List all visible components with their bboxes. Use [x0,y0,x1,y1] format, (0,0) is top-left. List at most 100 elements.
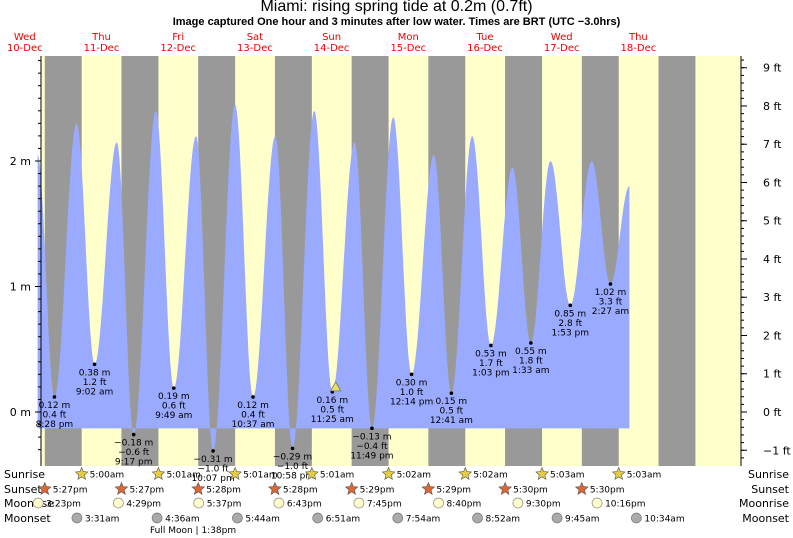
right-tick-label: 3 ft [763,291,782,304]
chart-title: Miami: rising spring tide at 0.2m (0.7ft… [260,0,533,15]
low-tide-label: 0.38 m [79,368,111,378]
low-tide-label: −1.0 ft [197,464,229,474]
sunset-icon [574,481,589,495]
low-tide-label: 0.12 m [39,401,71,411]
row-time-label: 5:29pm [436,486,471,496]
low-tide-label: −0.4 ft [356,442,388,452]
day-name-label: Thu [91,32,111,43]
low-tide-dot [171,386,176,390]
low-tide-dot [489,343,493,348]
low-tide-dot [92,362,97,367]
low-tide-label: 1.02 m [595,288,627,298]
right-tick-label: 8 ft [763,100,782,113]
low-tide-dot [449,391,454,395]
day-name-label: Tue [475,32,493,43]
sunset-icon [191,481,206,495]
low-tide-label: 12:41 am [430,416,473,426]
row-time-label: 6:43pm [287,500,322,510]
row-label-right: Moonrise [739,497,789,510]
row-time-label: 8:52am [486,515,520,525]
row-time-label: 5:00am [90,471,125,481]
low-tide-label: 0.16 m [316,396,348,406]
low-tide-label: 10:37 am [231,420,274,430]
row-time-label: 10:34am [644,515,684,525]
low-tide-dot [251,395,255,399]
row-time-label: 4:29pm [126,500,161,510]
row-time-label: 4:36am [165,515,200,525]
right-tick-label: 4 ft [763,253,782,266]
row-time-label: 5:27pm [129,486,164,496]
day-name-label: Thu [628,32,648,43]
moonset-icon [392,512,404,524]
row-time-label: 5:28pm [283,486,318,496]
low-tide-label: 12:14 pm [390,397,433,407]
row-time-label: 7:54am [406,515,441,525]
row-time-label: 8:40pm [447,500,482,510]
left-tick-label: 2 m [10,155,31,168]
low-tide-label: 2:27 am [592,307,629,317]
row-time-label: 9:30pm [526,500,561,510]
moonrise-icon [512,497,524,509]
low-tide-label: 11:49 pm [350,451,393,461]
moonrise-icon [353,497,365,509]
low-tide-dot [290,446,295,451]
low-tide-label: −0.6 ft [118,448,150,458]
low-tide-label: 8:28 pm [36,420,74,430]
right-tick-label: 7 ft [763,138,782,151]
low-tide-label: 9:17 pm [115,458,153,468]
low-tide-label: 0.6 ft [162,402,186,412]
sunset-icon [421,481,436,495]
sunrise-icon [381,466,396,480]
sunset-icon [498,481,513,495]
row-time-label: 5:44am [245,515,279,525]
low-tide-label: 0.53 m [475,349,507,359]
moonrise-icon [32,497,44,509]
low-tide-label: 0.85 m [554,309,586,319]
low-tide-label: 9:49 am [155,411,192,421]
row-time-label: 5:02am [473,471,508,481]
day-date-label: 14-Dec [314,43,350,54]
moonset-icon [472,512,483,524]
low-tide-label: −0.29 m [273,452,312,462]
sunrise-icon [74,466,89,480]
low-tide-label: 0.30 m [396,378,428,388]
right-tick-label: 1 ft [763,368,782,381]
low-tide-label: −1.0 ft [277,462,309,472]
day-date-label: 12-Dec [160,43,196,54]
row-label-right: Sunrise [748,468,789,481]
row-time-label: 5:03am [550,471,585,481]
row-time-label: 5:01am [166,471,201,481]
low-tide-label: 11:25 am [311,415,354,425]
row-time-label: 3:23pm [46,500,81,510]
row-time-label: 5:30pm [590,486,625,496]
low-tide-label: 1:53 pm [551,328,589,338]
row-label-right: Sunset [751,483,789,496]
low-tide-dot [131,432,136,437]
moonrise-icon [273,497,285,509]
low-tide-label: 0.5 ft [320,405,344,415]
left-tick-label: 0 m [10,406,31,419]
row-label-right: Moonset [742,512,789,525]
low-tide-dot [370,426,374,431]
low-tide-labels: 0.12 m0.4 ft8:28 pm0.38 m1.2 ft9:02 am−0… [36,282,629,484]
row-time-label: 5:01am [243,471,277,481]
tide-curve [37,104,630,451]
right-tick-label: 2 ft [763,329,782,342]
day-date-label: 16-Dec [467,43,503,54]
row-time-label: 5:27pm [53,486,88,496]
low-tide-dot [529,341,533,345]
day-date-label: 17-Dec [544,43,580,54]
low-tide-label: 1.2 ft [83,378,107,388]
low-tide-dot [52,395,57,399]
row-label-left: Sunset [4,483,42,496]
tide-area [37,104,630,451]
row-label-left: Moonset [4,512,51,525]
right-tick-label: 0 ft [763,406,782,419]
right-tick-label: −1 ft [763,444,791,457]
day-date-label: 18-Dec [621,43,657,54]
day-name-label: Wed [551,32,573,43]
row-time-label: 5:30pm [513,486,548,496]
current-tide-marker [329,381,342,392]
row-label-left: Sunrise [4,468,45,481]
